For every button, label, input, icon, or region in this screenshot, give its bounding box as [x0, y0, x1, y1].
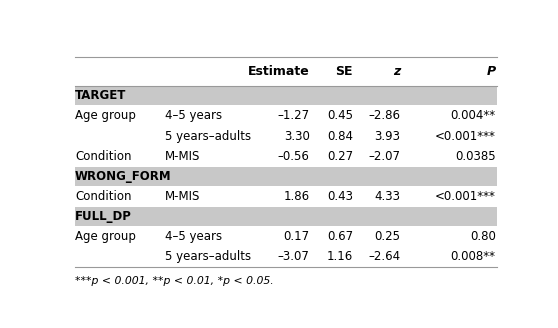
- Text: <0.001***: <0.001***: [435, 130, 496, 143]
- Text: 0.45: 0.45: [327, 109, 353, 122]
- Text: Condition: Condition: [75, 190, 132, 203]
- Text: –2.86: –2.86: [369, 109, 401, 122]
- Text: 0.43: 0.43: [327, 190, 353, 203]
- Text: z: z: [393, 65, 401, 78]
- Text: 4–5 years: 4–5 years: [165, 230, 222, 243]
- Text: FULL_DP: FULL_DP: [75, 210, 132, 223]
- Text: 0.008**: 0.008**: [451, 250, 496, 263]
- Text: –2.07: –2.07: [369, 150, 401, 163]
- Text: 5 years–adults: 5 years–adults: [165, 130, 251, 143]
- Text: WRONG_FORM: WRONG_FORM: [75, 170, 171, 183]
- Text: SE: SE: [335, 65, 353, 78]
- Text: –1.27: –1.27: [278, 109, 310, 122]
- Text: 0.80: 0.80: [470, 230, 496, 243]
- Text: Age group: Age group: [75, 230, 136, 243]
- Text: –0.56: –0.56: [278, 150, 310, 163]
- Text: 1.86: 1.86: [283, 190, 310, 203]
- Text: –2.64: –2.64: [368, 250, 401, 263]
- Text: 1.16: 1.16: [327, 250, 353, 263]
- Text: 3.93: 3.93: [374, 130, 401, 143]
- Text: <0.001***: <0.001***: [435, 190, 496, 203]
- Text: M-MIS: M-MIS: [165, 150, 200, 163]
- Bar: [75, 207, 497, 226]
- Bar: [75, 86, 497, 105]
- Text: M-MIS: M-MIS: [165, 190, 200, 203]
- Text: 0.0385: 0.0385: [455, 150, 496, 163]
- Text: 0.27: 0.27: [327, 150, 353, 163]
- Text: Age group: Age group: [75, 109, 136, 122]
- Text: 0.67: 0.67: [327, 230, 353, 243]
- Text: 3.30: 3.30: [284, 130, 310, 143]
- Text: ***p < 0.001, **p < 0.01, *p < 0.05.: ***p < 0.001, **p < 0.01, *p < 0.05.: [75, 276, 273, 286]
- Text: P: P: [487, 65, 496, 78]
- Text: 0.17: 0.17: [283, 230, 310, 243]
- Text: 4.33: 4.33: [374, 190, 401, 203]
- Text: 0.004**: 0.004**: [451, 109, 496, 122]
- Text: Condition: Condition: [75, 150, 132, 163]
- Text: 0.25: 0.25: [374, 230, 401, 243]
- Text: TARGET: TARGET: [75, 89, 126, 102]
- Text: 5 years–adults: 5 years–adults: [165, 250, 251, 263]
- Text: 4–5 years: 4–5 years: [165, 109, 222, 122]
- Bar: [75, 167, 497, 186]
- Text: –3.07: –3.07: [278, 250, 310, 263]
- Text: 0.84: 0.84: [327, 130, 353, 143]
- Text: Estimate: Estimate: [248, 65, 310, 78]
